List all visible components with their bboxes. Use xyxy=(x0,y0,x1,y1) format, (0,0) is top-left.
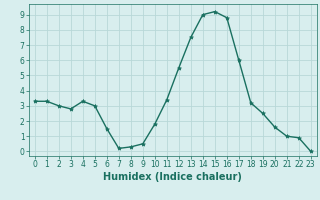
X-axis label: Humidex (Indice chaleur): Humidex (Indice chaleur) xyxy=(103,172,242,182)
